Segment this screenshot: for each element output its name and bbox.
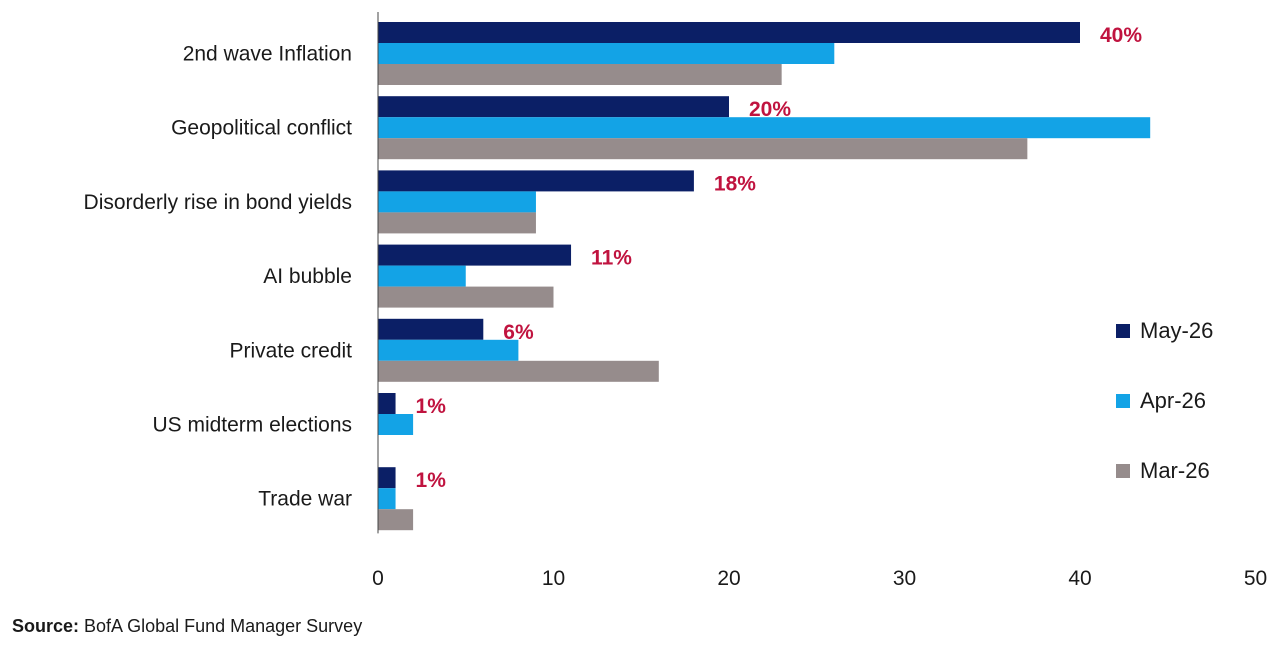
bar-apr-26-0 [378, 43, 835, 64]
source-note: Source: BofA Global Fund Manager Survey [12, 616, 362, 637]
x-tick-label: 0 [372, 567, 384, 590]
x-tick-label: 40 [1068, 567, 1091, 590]
bar-apr-26-2 [378, 191, 536, 213]
bar-mar-26-6 [378, 509, 414, 531]
x-tick-label: 10 [542, 567, 565, 590]
x-tick-label: 20 [717, 567, 740, 590]
category-label: Disorderly rise in bond yields [84, 191, 352, 214]
category-label: 2nd wave Inflation [183, 43, 352, 66]
data-label: 40% [1100, 24, 1142, 47]
data-label: 11% [591, 247, 632, 270]
bar-may-26-4 [378, 318, 484, 340]
data-labels-group: 40% 20% 18% 11% 6% 1% 1% [416, 24, 1143, 492]
legend-label: Apr-26 [1140, 388, 1206, 413]
data-label: 20% [749, 98, 791, 121]
source-prefix: Source: [12, 616, 80, 636]
legend: May-26 Apr-26 Mar-26 [1116, 318, 1213, 483]
bar-apr-26-3 [378, 265, 466, 287]
data-label: 1% [416, 469, 447, 492]
bar-mar-26-0 [378, 64, 782, 85]
bar-mar-26-2 [378, 212, 536, 234]
category-label: AI bubble [263, 265, 352, 288]
legend-label: Mar-26 [1140, 458, 1210, 483]
bar-may-26-5 [378, 393, 396, 414]
x-tick-label: 30 [893, 567, 916, 590]
bar-mar-26-3 [378, 286, 554, 308]
bar-may-26-0 [378, 22, 1080, 43]
legend-label: May-26 [1140, 318, 1213, 343]
bar-mar-26-1 [378, 138, 1028, 160]
legend-swatch [1116, 464, 1130, 478]
bar-apr-26-4 [378, 339, 519, 361]
data-label: 18% [714, 172, 756, 195]
category-label: Trade war [258, 488, 352, 511]
category-label: Geopolitical conflict [171, 117, 352, 140]
bar-may-26-2 [378, 170, 694, 192]
bar-mar-26-4 [378, 360, 659, 382]
legend-swatch [1116, 394, 1130, 408]
category-label: US midterm elections [152, 414, 352, 437]
category-labels-group: 2nd wave Inflation Geopolitical conflict D… [84, 43, 353, 511]
source-text: BofA Global Fund Manager Survey [79, 616, 363, 636]
x-tick-label: 50 [1244, 567, 1267, 590]
data-label: 6% [503, 321, 534, 344]
bar-may-26-3 [378, 244, 572, 266]
data-label: 1% [416, 395, 447, 418]
bar-may-26-1 [378, 96, 729, 118]
bar-apr-26-1 [378, 117, 1151, 139]
bar-may-26-6 [378, 467, 396, 489]
legend-swatch [1116, 324, 1130, 338]
category-label: Private credit [229, 339, 352, 362]
bars-group [378, 22, 1151, 531]
bar-apr-26-5 [378, 414, 414, 435]
bar-apr-26-6 [378, 488, 396, 510]
x-tick-labels-group: 0 10 20 30 40 50 [372, 567, 1267, 590]
